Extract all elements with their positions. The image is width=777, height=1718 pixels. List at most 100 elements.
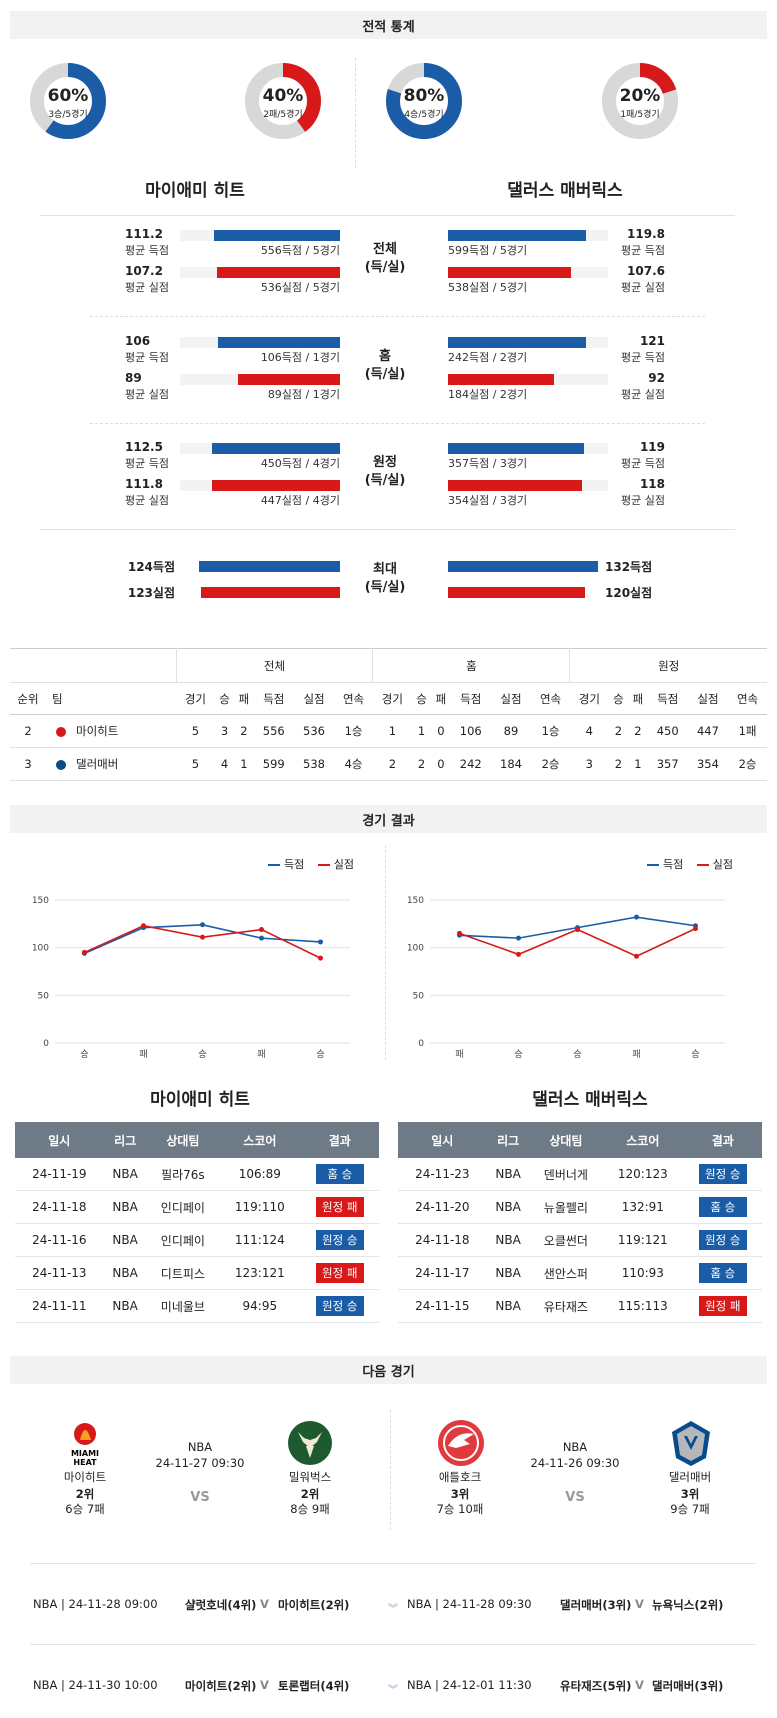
- win-sub: 4승/5경기: [404, 110, 444, 120]
- next-league: NBA: [187, 1440, 213, 1454]
- results-cell: 110:93: [602, 1256, 684, 1290]
- donut-svg: [386, 63, 462, 139]
- home-results-table: 일시 리그 상대팀 스코어 결과 24-11-19 NBA 필라76s 106:89 홈 승 24…: [15, 1122, 379, 1323]
- standings-col-header: 경기: [381, 691, 403, 706]
- compare-category: 최대: [373, 562, 397, 577]
- win-pct: 60%: [47, 86, 89, 106]
- divider: [40, 529, 735, 530]
- results-body: 24-11-23 NBA 덴버너게 120:123 원정 승 24-11-20 NBA 뉴올펠…: [398, 1158, 762, 1323]
- result-badge: 원정 승: [698, 1164, 747, 1184]
- divider: [390, 1410, 391, 1530]
- standings-cell: 2: [388, 757, 397, 771]
- away-opp-bar: [448, 480, 583, 491]
- away-avg-opp: 118: [639, 477, 665, 491]
- results-cell: NBA: [103, 1223, 147, 1257]
- result-badge: 원정 패: [315, 1197, 364, 1217]
- data-point: [575, 927, 580, 933]
- data-point: [457, 930, 462, 936]
- away-pts-count: 599득점 / 5경기: [448, 244, 528, 257]
- upcoming-info: NBA | 24-12-01 11:30: [407, 1678, 532, 1692]
- bucks-logo-icon: [285, 1418, 335, 1468]
- results-cell: 24-11-16: [15, 1223, 104, 1257]
- standings-col-header: 실점: [500, 691, 522, 706]
- home-avg-opp-label: 평균 실점: [125, 388, 169, 401]
- standings-body: 2 마이히트 5 3 2 556 536 1승 1 1 0 106 89 1승 4 2 2 450 447 1패 3 댈러…: [10, 715, 767, 781]
- standings-cell: 354: [696, 757, 719, 771]
- next-team-name: 밀워벅스: [288, 1470, 332, 1484]
- next-team-rank: 2위: [75, 1487, 95, 1501]
- upcoming-team-a: 유타재즈(5위): [560, 1679, 632, 1693]
- standings-col-header: 패: [435, 691, 447, 706]
- standings-cell: 4: [585, 724, 593, 738]
- x-tick-label: 패: [632, 1049, 640, 1060]
- chart-legend: 득점 실점: [647, 856, 733, 872]
- home-avg-pts-label: 평균 득점: [125, 351, 169, 364]
- results-col-header: 일시: [398, 1122, 487, 1158]
- next-team-record: 6승 7패: [65, 1502, 105, 1516]
- standings-cell: 447: [696, 724, 719, 738]
- standings-col-header: 연속: [736, 691, 759, 706]
- mavericks-logo-icon: [666, 1418, 716, 1468]
- results-row: 24-11-18 NBA 인디페이 119:110 원정 패: [15, 1190, 379, 1224]
- result-cell: 원정 패: [683, 1289, 762, 1323]
- home-opp-count: 536실점 / 5경기: [260, 281, 340, 294]
- compare-category: 원정: [373, 455, 397, 470]
- results-cell: 120:123: [602, 1158, 684, 1191]
- next-team-name: 애틀호크: [438, 1470, 482, 1484]
- standings-col-header: 패: [238, 691, 250, 706]
- next-team-rank: 3위: [680, 1487, 700, 1501]
- away-max-pts: 132득점: [605, 560, 653, 574]
- standings-cell: 2: [417, 757, 426, 771]
- loss-pct: 20%: [619, 86, 661, 106]
- vs-label: VS: [190, 1490, 210, 1505]
- results-header-row: 일시 리그 상대팀 스코어 결과: [398, 1122, 762, 1158]
- next-team-name: 댈러매버: [668, 1470, 712, 1484]
- upcoming-team-a: 마이히트(2위): [185, 1679, 257, 1693]
- standings-cell: 242: [459, 757, 482, 771]
- result-badge: 원정 패: [315, 1263, 364, 1283]
- upcoming-team-a: 샬럿호네(4위): [185, 1598, 257, 1612]
- results-row: 24-11-13 NBA 디트피스 123:121 원정 패: [15, 1256, 379, 1290]
- results-cell: 119:121: [602, 1223, 684, 1257]
- next-team-rank: 2위: [300, 1487, 320, 1501]
- logo-svg: [288, 1421, 332, 1465]
- standings-row: 2 마이히트 5 3 2 556 536 1승 1 1 0 106 89 1승 4 2 2 450 447 1패: [10, 715, 767, 748]
- results-cell: 106:89: [219, 1158, 301, 1191]
- away-avg-pts-label: 평균 득점: [621, 351, 665, 364]
- divider: [30, 1563, 755, 1564]
- team-name: 마이히트: [76, 724, 119, 738]
- result-cell: 원정 패: [300, 1190, 379, 1224]
- team-name: 댈러매버: [76, 757, 119, 771]
- x-tick-label: 패: [257, 1049, 265, 1060]
- mavs-small-logo-icon: [56, 759, 66, 770]
- y-tick-label: 50: [413, 991, 425, 1001]
- data-point: [516, 935, 521, 941]
- away-win-donut: 80% 4승/5경기: [381, 58, 467, 144]
- loss-pct: 40%: [262, 86, 304, 106]
- legend-label: 실점: [333, 858, 354, 871]
- results-cell: NBA: [486, 1256, 530, 1290]
- home-max-pts-bar: [199, 561, 340, 572]
- home-avg-opp-label: 평균 실점: [125, 281, 169, 294]
- results-cell: NBA: [103, 1289, 147, 1323]
- results-row: 24-11-15 NBA 유타재즈 115:113 원정 패: [398, 1289, 762, 1323]
- results-col-header: 결과: [683, 1122, 762, 1158]
- results-row: 24-11-18 NBA 오클썬더 119:121 원정 승: [398, 1223, 762, 1257]
- results-cell: 샌안스퍼: [529, 1256, 603, 1290]
- chevron-down-icon: ︾: [388, 1685, 398, 1696]
- results-cell: 24-11-18: [398, 1223, 487, 1257]
- result-badge: 홈 승: [698, 1197, 747, 1217]
- results-cell: NBA: [486, 1190, 530, 1224]
- standings-col-header: 팀: [52, 691, 63, 706]
- data-point: [634, 953, 639, 959]
- standings-cell: 4승: [344, 757, 363, 771]
- away-opp-count: 354실점 / 3경기: [448, 494, 528, 507]
- result-badge: 원정 승: [315, 1230, 364, 1250]
- data-point: [318, 955, 323, 961]
- standings-cell: 2승: [541, 757, 560, 771]
- chevron-down-icon: ︾: [388, 1604, 398, 1615]
- away-avg-pts: 121: [639, 334, 665, 348]
- standings-cell: 1승: [541, 724, 560, 738]
- home-opp-count: 89실점 / 1경기: [267, 388, 340, 401]
- away-opp-count: 184실점 / 2경기: [448, 388, 528, 401]
